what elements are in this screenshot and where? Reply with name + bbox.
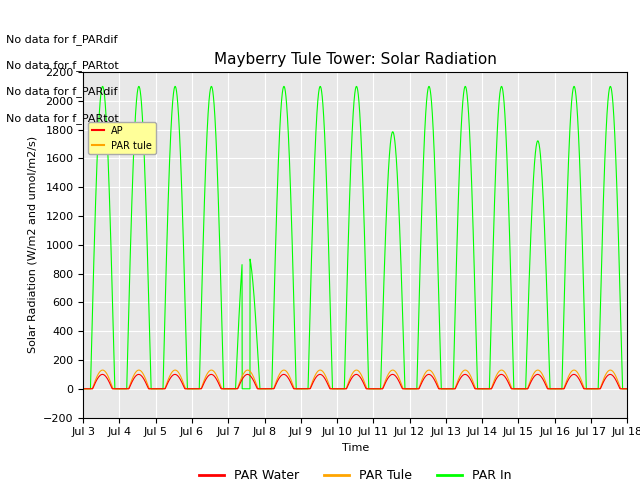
Line: PAR Tule: PAR Tule (83, 370, 627, 389)
Text: No data for f_PARdif: No data for f_PARdif (6, 34, 118, 45)
PAR In (498, 84, 506, 89)
PAR In (264, 386, 272, 392)
Text: No data for f_PARdif: No data for f_PARdif (6, 86, 118, 97)
PAR Water (600, 377, 608, 383)
Y-axis label: Solar Radiation (W/m2 and umol/m2/s): Solar Radiation (W/m2 and umol/m2/s) (28, 136, 37, 353)
Legend: PAR Water, PAR Tule, PAR In: PAR Water, PAR Tule, PAR In (194, 464, 516, 480)
PAR Water (594, 386, 602, 392)
PAR Tule (498, 367, 506, 373)
PAR Water (264, 386, 272, 392)
PAR In (79, 386, 87, 392)
Text: No data for f_PARtot: No data for f_PARtot (6, 60, 119, 71)
Line: PAR Water: PAR Water (83, 374, 627, 389)
PAR Tule (600, 374, 608, 380)
PAR Water (477, 386, 484, 392)
PAR Water (623, 386, 631, 392)
PAR Water (280, 372, 287, 377)
PAR Tule (623, 386, 631, 392)
PAR Tule (264, 386, 272, 392)
PAR Tule (477, 386, 484, 392)
PAR In (337, 386, 344, 392)
PAR Water (79, 386, 87, 392)
Title: Mayberry Tule Tower: Solar Radiation: Mayberry Tule Tower: Solar Radiation (214, 52, 497, 67)
PAR In (623, 386, 631, 392)
PAR In (477, 386, 484, 392)
Text: No data for f_PARtot: No data for f_PARtot (6, 113, 119, 124)
PAR In (594, 386, 602, 392)
PAR Water (337, 386, 344, 392)
PAR Tule (337, 386, 344, 392)
PAR Water (492, 376, 500, 382)
PAR In (492, 154, 500, 159)
X-axis label: Time: Time (342, 443, 369, 453)
PAR Tule (492, 373, 500, 379)
Line: PAR In: PAR In (83, 86, 627, 389)
PAR In (600, 169, 608, 175)
PAR Tule (594, 386, 602, 392)
PAR Tule (79, 386, 87, 392)
